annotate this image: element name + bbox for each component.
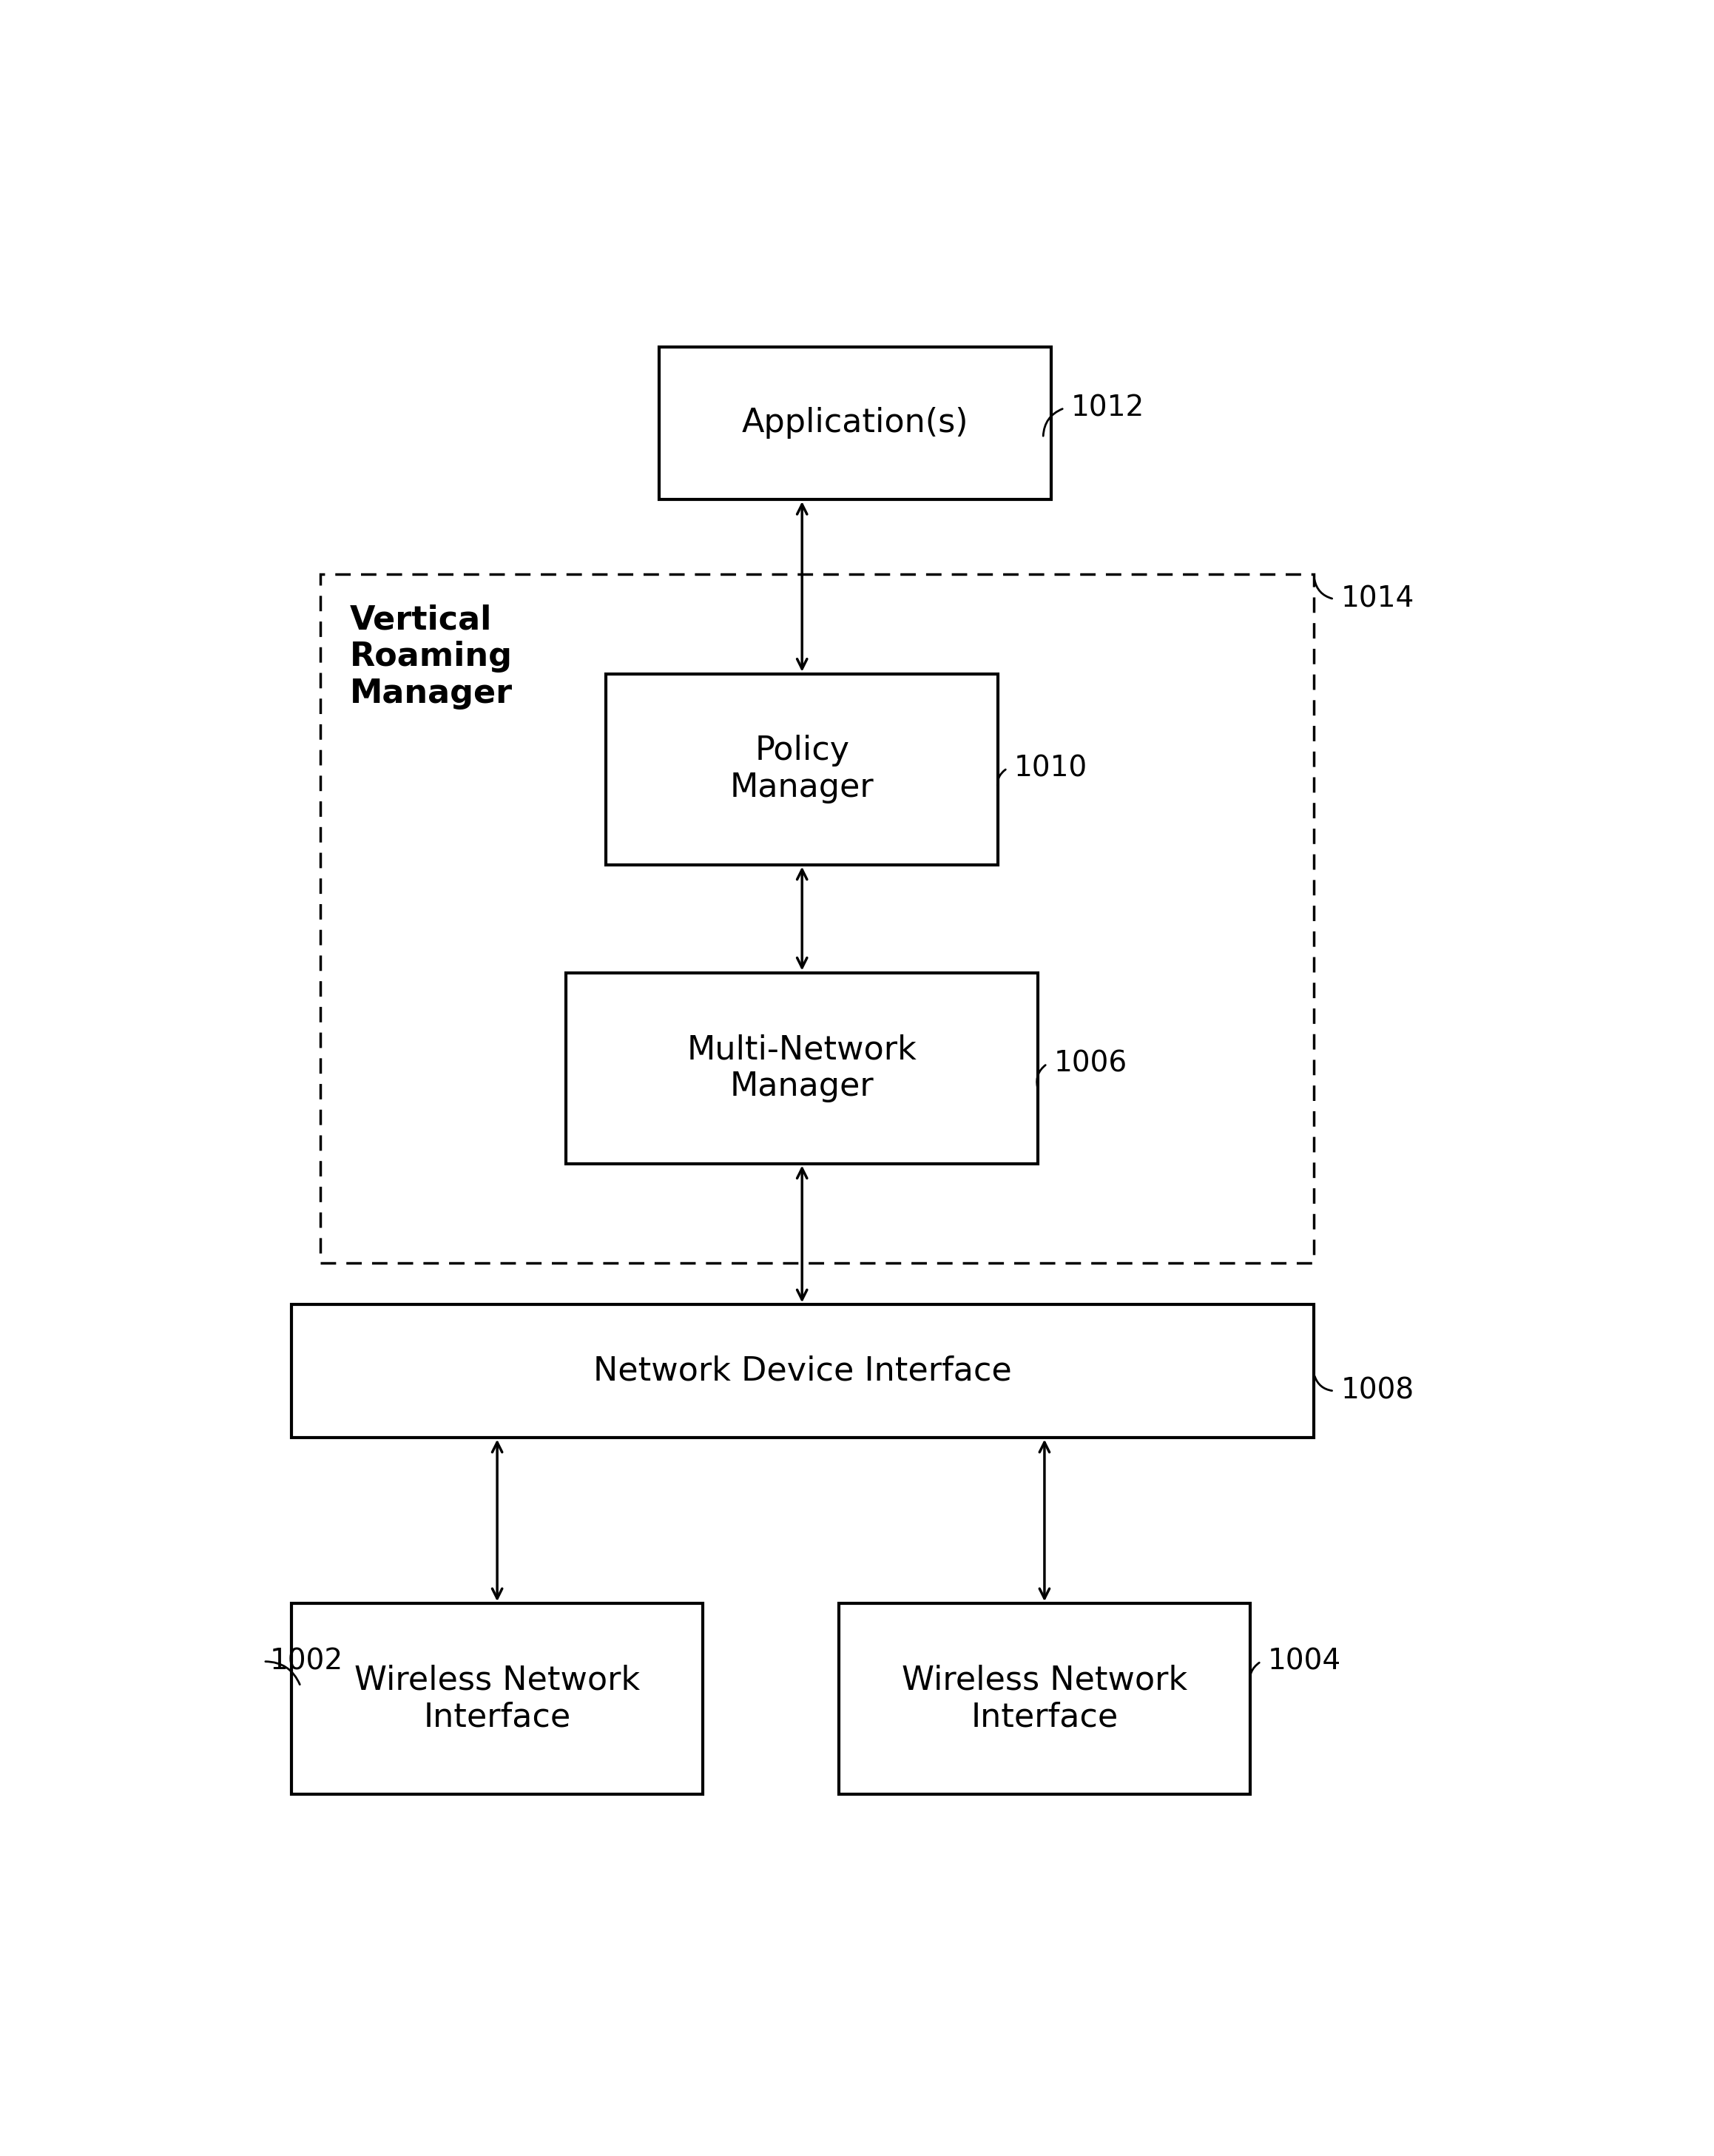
Bar (291, 1304, 1315, 1438)
Text: 1006: 1006 (1054, 1050, 1128, 1078)
Text: Application(s): Application(s) (742, 407, 968, 440)
Text: 1014: 1014 (1340, 584, 1414, 612)
Bar (838, 1604, 1251, 1794)
Text: 1004: 1004 (1268, 1647, 1340, 1675)
Text: Network Device Interface: Network Device Interface (593, 1356, 1011, 1386)
Text: Multi-Network
Manager: Multi-Network Manager (687, 1033, 917, 1102)
Text: 1010: 1010 (1015, 755, 1087, 783)
Text: Vertical
Roaming
Manager: Vertical Roaming Manager (350, 604, 512, 709)
Bar (607, 673, 998, 865)
Text: 1012: 1012 (1071, 395, 1145, 423)
Text: Wireless Network
Interface: Wireless Network Interface (355, 1664, 639, 1733)
Bar (321, 573, 1315, 1263)
Bar (660, 347, 1051, 500)
Bar (566, 972, 1039, 1164)
Bar (291, 1604, 703, 1794)
Text: Wireless Network
Interface: Wireless Network Interface (902, 1664, 1188, 1733)
Text: 1002: 1002 (271, 1647, 343, 1675)
Text: 1008: 1008 (1340, 1378, 1414, 1406)
Text: Policy
Manager: Policy Manager (730, 735, 874, 804)
